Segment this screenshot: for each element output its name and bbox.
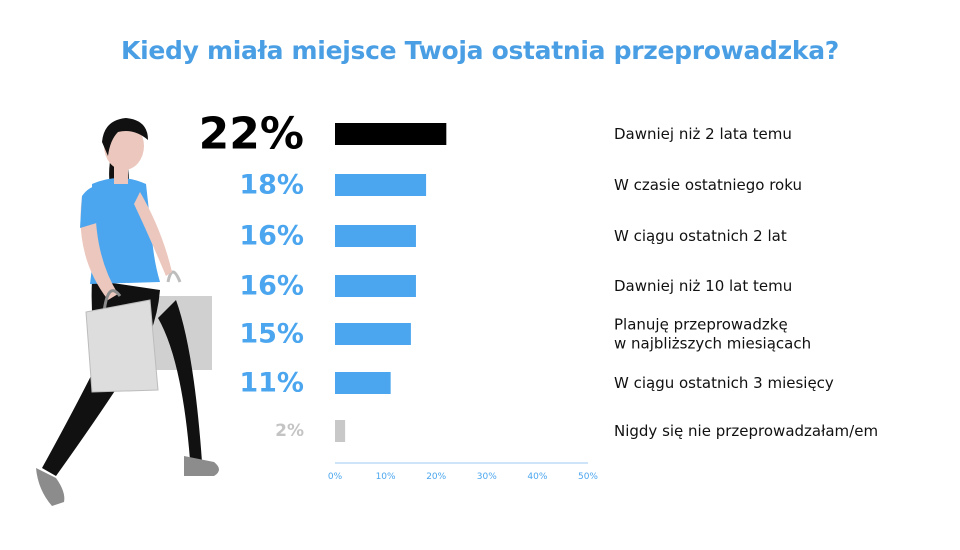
bar-value-label: 18% — [239, 170, 304, 201]
category-label: Nigdy się nie przeprowadzałam/em — [614, 422, 878, 440]
bar-value-label: 2% — [275, 421, 304, 441]
bar — [335, 174, 427, 196]
bar-value-label: 22% — [199, 109, 304, 160]
category-label: W ciągu ostatnich 2 lat — [614, 227, 787, 245]
bar — [335, 420, 346, 442]
bar — [335, 275, 416, 297]
bar — [335, 225, 416, 247]
bar-value-label: 11% — [239, 368, 304, 399]
category-label: Dawniej niż 10 lat temu — [614, 277, 792, 295]
x-tick-label: 10% — [376, 472, 396, 482]
bar — [335, 123, 447, 145]
walking-woman-with-shopping-bags-icon — [36, 118, 219, 506]
bar-value-label: 16% — [239, 271, 304, 302]
x-tick-label: 30% — [477, 472, 497, 482]
category-label: w najbliższych miesiącach — [614, 335, 811, 353]
x-tick-label: 50% — [578, 472, 598, 482]
bar-value-label: 15% — [239, 319, 304, 350]
chart-title: Kiedy miała miejsce Twoja ostatnia przep… — [121, 36, 839, 65]
x-tick-label: 0% — [328, 472, 343, 482]
bar — [335, 372, 391, 394]
category-label: Planuję przeprowadzkę — [614, 316, 788, 334]
category-label: Dawniej niż 2 lata temu — [614, 125, 792, 143]
category-label: W czasie ostatniego roku — [614, 176, 802, 194]
bar-value-label: 16% — [239, 221, 304, 252]
x-tick-label: 20% — [426, 472, 446, 482]
bar — [335, 323, 411, 345]
category-label: W ciągu ostatnich 3 miesięcy — [614, 374, 834, 392]
x-tick-label: 40% — [527, 472, 547, 482]
